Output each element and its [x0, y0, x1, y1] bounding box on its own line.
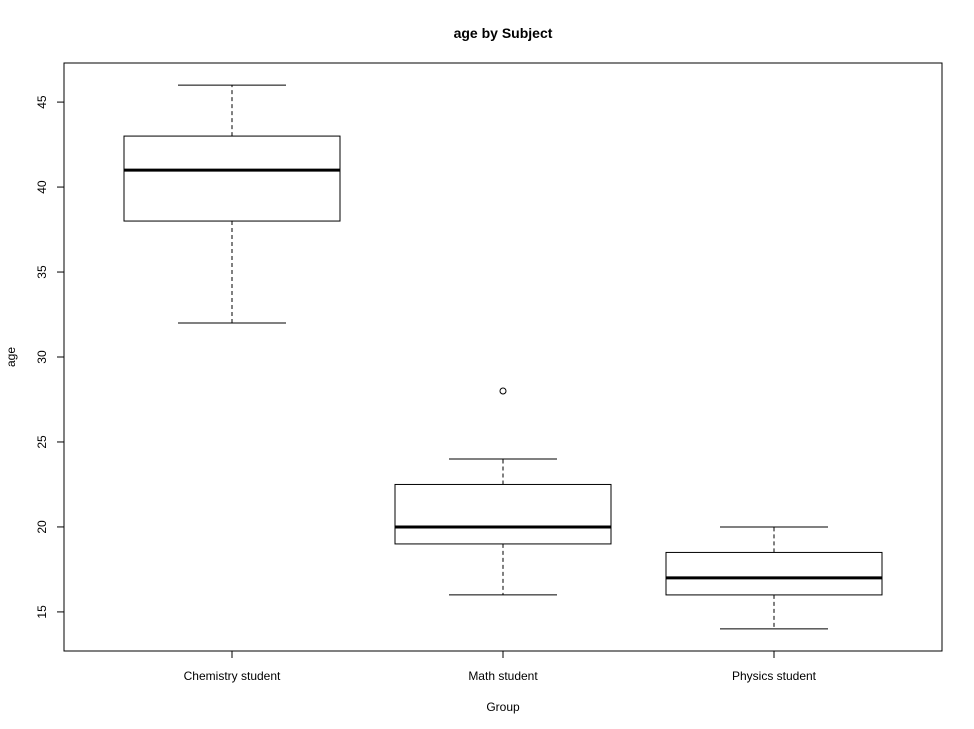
box-group — [665, 526, 883, 630]
box-group — [394, 387, 612, 596]
y-axis-label: age — [4, 347, 18, 367]
x-tick-label: Chemistry student — [184, 669, 281, 683]
y-tick-label: 35 — [35, 265, 49, 279]
outlier-point — [499, 387, 507, 395]
box-series — [123, 84, 883, 630]
y-tick-label: 25 — [35, 435, 49, 449]
y-tick-label: 30 — [35, 350, 49, 364]
x-tick-label: Physics student — [732, 669, 817, 683]
iqr-box — [123, 135, 341, 222]
iqr-box — [394, 483, 612, 545]
y-axis: 15 20 25 30 35 40 45 — [35, 95, 64, 619]
box-group — [123, 84, 341, 324]
y-tick-label: 40 — [35, 180, 49, 194]
x-axis: Chemistry student Math student Physics stu… — [184, 651, 817, 683]
y-tick-label: 45 — [35, 95, 49, 109]
y-tick-label: 15 — [35, 605, 49, 619]
x-tick-label: Math student — [468, 669, 538, 683]
iqr-box — [665, 551, 883, 596]
y-tick-label: 20 — [35, 520, 49, 534]
x-axis-label: Group — [486, 700, 520, 714]
chart-title: age by Subject — [454, 25, 553, 41]
